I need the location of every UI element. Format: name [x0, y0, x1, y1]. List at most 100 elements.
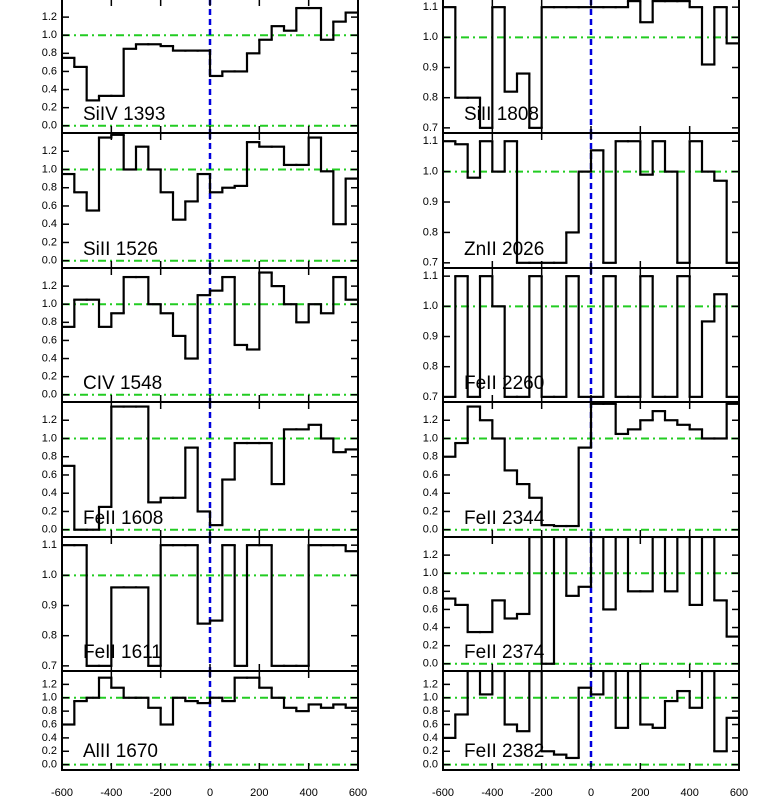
- y-tick-label: 1.0: [423, 567, 438, 579]
- x-tick-label: 200: [250, 787, 268, 799]
- y-tick-label: 0.2: [42, 371, 57, 383]
- y-tick-label: 0.6: [423, 603, 438, 615]
- x-tick-label: 600: [730, 787, 748, 799]
- y-tick-label: 1.2: [42, 678, 57, 690]
- line-label: FeII 1608: [83, 508, 163, 529]
- line-label: ZnII 2026: [464, 239, 544, 260]
- y-tick-label: 1.0: [42, 298, 57, 310]
- y-tick-label: 0.6: [42, 469, 57, 481]
- plot-area: [443, 0, 739, 133]
- y-tick-label: 1.1: [423, 270, 438, 282]
- y-tick-label: 0.0: [42, 524, 57, 536]
- y-tick-label: 0.8: [423, 451, 438, 463]
- line-label: CIV 1548: [83, 373, 162, 394]
- line-label: AlII 1670: [83, 741, 158, 762]
- y-tick-label: 0.8: [42, 451, 57, 463]
- x-tick-label: 200: [631, 787, 649, 799]
- y-tick-label: 0.0: [423, 524, 438, 536]
- y-tick-label: 0.7: [423, 257, 438, 269]
- line-label: SiII 1808: [464, 104, 539, 125]
- y-tick-label: 1.0: [42, 29, 57, 41]
- x-tick-label: 400: [299, 787, 317, 799]
- line-label: FeII 2374: [464, 642, 545, 663]
- y-tick-label: 0.4: [423, 487, 438, 499]
- y-tick-label: 1.1: [42, 539, 57, 551]
- y-tick-label: 1.2: [42, 414, 57, 426]
- y-tick-label: 0.2: [423, 640, 438, 652]
- y-tick-label: 0.9: [423, 196, 438, 208]
- y-tick-label: 1.2: [42, 11, 57, 23]
- line-label: SiIV 1393: [83, 104, 165, 125]
- y-tick-label: 0.0: [42, 389, 57, 401]
- y-tick-label: 0.0: [42, 120, 57, 132]
- y-tick-label: 1.2: [423, 678, 438, 690]
- y-tick-label: 0.8: [423, 705, 438, 717]
- y-tick-label: 0.8: [42, 316, 57, 328]
- x-tick-label: -200: [531, 787, 553, 799]
- plot-area: [62, 0, 358, 133]
- plot-area: [62, 537, 358, 671]
- y-tick-label: 1.2: [42, 280, 57, 292]
- plot-area: [443, 268, 739, 402]
- y-tick-label: 0.6: [42, 65, 57, 77]
- x-tick-label: -200: [150, 787, 172, 799]
- plot-area: [62, 133, 358, 268]
- y-tick-label: 1.2: [423, 549, 438, 561]
- plot-area: [62, 402, 358, 537]
- y-tick-label: 0.4: [42, 732, 57, 744]
- y-tick-label: 1.0: [42, 569, 57, 581]
- y-tick-label: 0.6: [42, 334, 57, 346]
- y-tick-label: 0.6: [42, 718, 57, 730]
- y-tick-label: 0.0: [42, 255, 57, 267]
- y-tick-label: 0.2: [423, 505, 438, 517]
- line-label: FeII 1611: [83, 642, 162, 663]
- y-tick-label: 1.1: [423, 135, 438, 147]
- y-tick-label: 0.8: [42, 705, 57, 717]
- x-tick-label: 600: [349, 787, 367, 799]
- x-tick-label: -400: [481, 787, 503, 799]
- y-tick-label: 0.2: [42, 505, 57, 517]
- plot-area: [62, 268, 358, 402]
- y-tick-label: 1.2: [42, 145, 57, 157]
- x-tick-label: 0: [207, 787, 213, 799]
- y-tick-label: 0.6: [42, 200, 57, 212]
- line-label: FeII 2344: [464, 508, 545, 529]
- y-tick-label: 0.4: [423, 621, 438, 633]
- line-label: FeII 2382: [464, 741, 544, 762]
- y-tick-label: 1.0: [42, 432, 57, 444]
- x-tick-label: 400: [680, 787, 698, 799]
- y-tick-label: 0.9: [42, 599, 57, 611]
- line-label: SiII 1526: [83, 239, 158, 260]
- y-tick-label: 0.0: [423, 658, 438, 670]
- y-tick-label: 1.0: [423, 166, 438, 178]
- y-tick-label: 0.0: [42, 759, 57, 771]
- y-tick-label: 0.4: [42, 83, 57, 95]
- y-tick-label: 0.9: [423, 61, 438, 73]
- y-tick-label: 0.8: [42, 630, 57, 642]
- y-tick-label: 0.8: [42, 47, 57, 59]
- y-tick-label: 1.0: [423, 432, 438, 444]
- y-tick-label: 0.6: [423, 469, 438, 481]
- x-tick-label: -600: [432, 787, 454, 799]
- y-tick-label: 1.0: [423, 300, 438, 312]
- y-tick-label: 0.2: [42, 236, 57, 248]
- y-tick-label: 1.1: [423, 1, 438, 13]
- y-tick-label: 0.7: [42, 660, 57, 672]
- y-tick-label: 1.0: [423, 692, 438, 704]
- y-tick-label: 0.9: [423, 330, 438, 342]
- x-tick-label: -600: [51, 787, 73, 799]
- y-tick-label: 0.8: [42, 182, 57, 194]
- x-tick-label: 0: [588, 787, 594, 799]
- y-tick-label: 0.8: [423, 226, 438, 238]
- y-tick-label: 0.8: [423, 585, 438, 597]
- y-tick-label: 0.8: [423, 361, 438, 373]
- y-tick-label: 0.6: [423, 718, 438, 730]
- y-tick-label: 0.2: [423, 745, 438, 757]
- y-tick-label: 0.7: [423, 122, 438, 134]
- plot-area: [443, 537, 739, 671]
- y-tick-label: 1.0: [42, 163, 57, 175]
- y-tick-label: 1.0: [42, 692, 57, 704]
- y-tick-label: 0.8: [423, 92, 438, 104]
- x-tick-label: -400: [100, 787, 122, 799]
